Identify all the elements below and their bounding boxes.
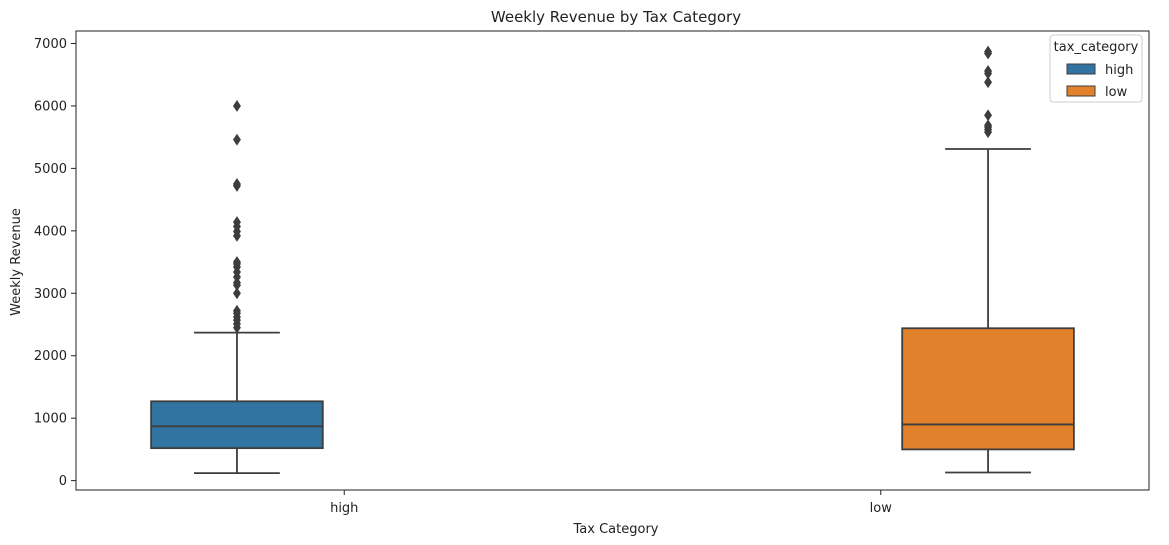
y-tick-label: 7000 — [34, 37, 67, 52]
y-tick-label: 1000 — [34, 412, 67, 427]
legend-swatch-low — [1066, 85, 1096, 97]
chart-title: Weekly Revenue by Tax Category — [491, 8, 741, 26]
y-tick-label: 5000 — [34, 162, 67, 177]
outlier-point-high — [232, 99, 241, 112]
legend-box — [1049, 34, 1143, 103]
y-axis-title: Weekly Revenue — [9, 208, 24, 316]
x-axis-title: Tax Category — [573, 522, 659, 537]
outlier-point-low — [984, 119, 993, 132]
outlier-point-low — [984, 109, 993, 122]
outlier-point-high — [232, 304, 241, 317]
x-tick-label: high — [330, 501, 358, 516]
outlier-point-high — [232, 256, 241, 269]
outlier-point-high — [232, 133, 241, 146]
box-high — [150, 400, 324, 450]
outlier-point-high — [232, 216, 241, 229]
y-tick-label: 0 — [59, 474, 67, 489]
legend-title: tax_category — [1054, 40, 1139, 55]
box-low — [901, 327, 1075, 451]
x-tick-label: low — [870, 501, 893, 516]
y-tick-label: 2000 — [34, 349, 67, 364]
y-tick-label: 6000 — [34, 99, 67, 114]
outlier-point-low — [984, 65, 993, 77]
y-tick-label: 4000 — [34, 224, 67, 239]
plot-frame — [75, 30, 1150, 491]
outlier-point-low — [984, 76, 993, 89]
outlier-point-high — [232, 287, 241, 300]
legend-swatch-high — [1066, 63, 1096, 75]
outlier-point-high — [232, 178, 241, 190]
legend-label-high: high — [1105, 63, 1133, 78]
outlier-point-low — [984, 45, 993, 58]
y-tick-label: 3000 — [34, 287, 67, 302]
legend-label-low: low — [1105, 85, 1128, 100]
